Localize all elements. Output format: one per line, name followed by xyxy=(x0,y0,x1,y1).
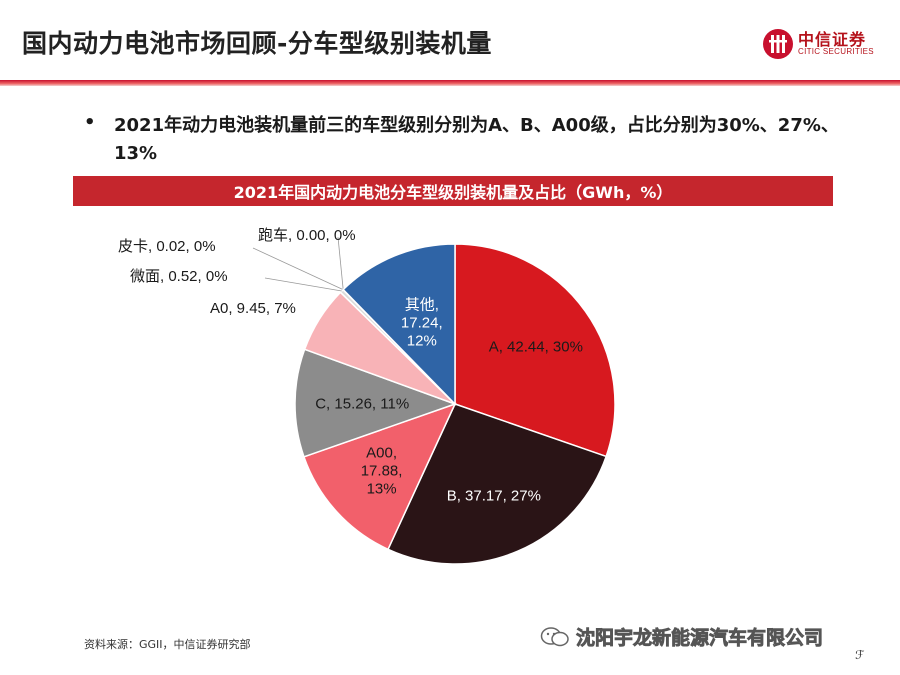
logo-chinese-text: 中信证券 xyxy=(798,30,867,49)
pie-slice-A xyxy=(454,243,616,458)
leader-line-微面 xyxy=(264,277,342,292)
watermark: 沈阳宇龙新能源汽车有限公司 xyxy=(540,623,823,650)
slice-label-其他: 其他, 17.24, 12% xyxy=(401,297,443,350)
slice-label-A0: A0, 9.45, 7% xyxy=(210,300,296,317)
slice-label-A: A, 42.44, 30% xyxy=(489,338,583,355)
pie-slice-B xyxy=(387,403,608,565)
slice-label-B: B, 37.17, 27% xyxy=(447,487,541,504)
page-title: 国内动力电池市场回顾-分车型级别装机量 xyxy=(22,29,492,58)
citic-logo-icon xyxy=(763,29,793,59)
pie-slice-其他 xyxy=(342,243,456,406)
pie-chart: A, 42.44, 30% B, 37.17, 27% A00, 17.88, 13% C… xyxy=(118,227,616,565)
leader-line-皮卡 xyxy=(252,247,344,290)
slice-label-A00: A00, 17.88, 13% xyxy=(361,445,403,498)
chart-title: 2021年国内动力电池分车型级别装机量及占比（GWh，%） xyxy=(73,176,833,206)
slice-label-C: C, 15.26, 11% xyxy=(315,395,409,412)
corner-mark: ℱ xyxy=(855,648,865,662)
slice-label-跑车: 跑车, 0.00, 0% xyxy=(258,227,356,244)
pie-slice-A00 xyxy=(303,402,457,551)
bullet-dot: • xyxy=(84,112,96,133)
wechat-icon xyxy=(540,626,569,646)
slice-label-皮卡: 皮卡, 0.02, 0% xyxy=(118,238,216,255)
header-divider xyxy=(0,80,900,86)
citic-logo: 中信证券 CITIC SECURITIES xyxy=(762,22,892,70)
logo-english-text: CITIC SECURITIES xyxy=(798,47,874,56)
slice-label-微面: 微面, 0.52, 0% xyxy=(130,268,228,285)
bullet-text: 2021年动力电池装机量前三的车型级别分别为A、B、A00级，占比分别为30%、… xyxy=(114,115,839,164)
pie-slice-C xyxy=(294,348,458,458)
source-note: 资料来源：GGII，中信证券研究部 xyxy=(84,638,251,651)
watermark-text: 沈阳宇龙新能源汽车有限公司 xyxy=(576,627,824,650)
leader-line-跑车 xyxy=(337,236,344,290)
